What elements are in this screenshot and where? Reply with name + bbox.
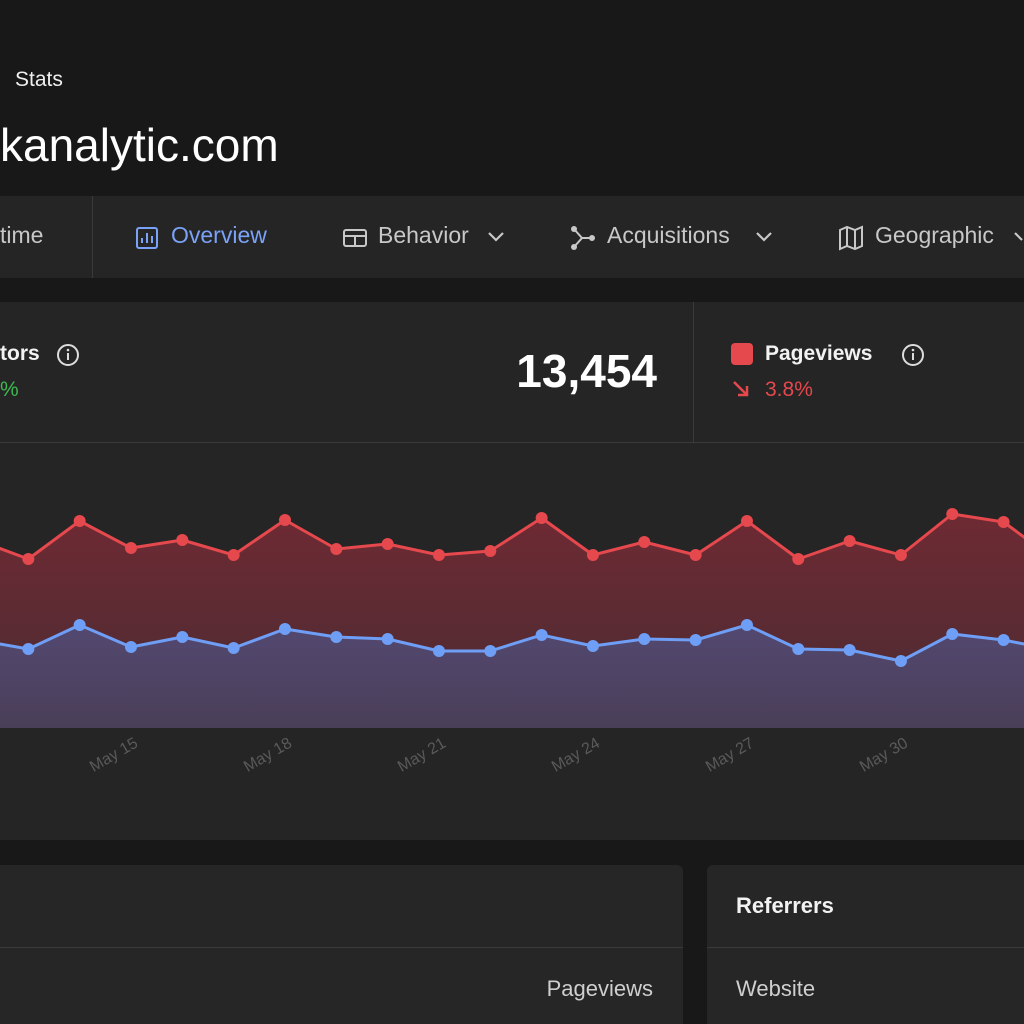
point (382, 633, 394, 645)
breadcrumb[interactable]: Stats (15, 68, 63, 92)
chevron (1012, 230, 1024, 244)
point (690, 549, 702, 561)
point (433, 645, 445, 657)
x-tick-label: May 27 (703, 735, 757, 776)
stats-divider (693, 302, 694, 442)
geographic-icon (838, 225, 864, 251)
point (330, 543, 342, 555)
x-tick-label: May 30 (857, 735, 911, 776)
column-header: Pageviews (400, 976, 653, 1002)
point (125, 641, 137, 653)
x-tick-label: May 15 (87, 735, 141, 776)
x-tick-label: May 18 (241, 735, 295, 776)
nav-tab[interactable]: time (0, 222, 43, 249)
point (792, 643, 804, 655)
point (946, 508, 958, 520)
stat-value: 13,454 (500, 344, 657, 398)
info-icon[interactable] (901, 343, 925, 367)
nav-tab[interactable]: Overview (171, 222, 267, 249)
point (536, 512, 548, 524)
point (638, 633, 650, 645)
point (587, 640, 599, 652)
point (844, 644, 856, 656)
behavior-icon (343, 226, 367, 250)
panel-title: Referrers (736, 893, 834, 919)
info-icon[interactable] (56, 343, 80, 367)
point (125, 542, 137, 554)
column-header: Website (736, 976, 815, 1002)
point (22, 553, 34, 565)
point (536, 629, 548, 641)
point (895, 549, 907, 561)
point (998, 516, 1010, 528)
point (844, 535, 856, 547)
point (74, 515, 86, 527)
site-title: kanalytic.com (0, 118, 279, 172)
point (176, 534, 188, 546)
point (22, 643, 34, 655)
point (484, 545, 496, 557)
point (998, 634, 1010, 646)
x-tick-label: May 21 (395, 735, 449, 776)
chart: May 15 May 18 May 21 May 24 May 27 May 30 (0, 443, 1024, 840)
point (433, 549, 445, 561)
point (330, 631, 342, 643)
point (946, 628, 958, 640)
point (279, 514, 291, 526)
point (176, 631, 188, 643)
point (792, 553, 804, 565)
point (895, 655, 907, 667)
point (638, 536, 650, 548)
nav-tab[interactable]: Geographic (875, 222, 994, 249)
point (690, 634, 702, 646)
nav-tab[interactable]: Acquisitions (607, 222, 730, 249)
x-tick-label: May 24 (549, 735, 603, 776)
acquisitions-icon (570, 225, 596, 251)
stat-label: Pageviews (765, 342, 872, 366)
legend-swatch (731, 343, 753, 365)
panel-divider (707, 947, 1024, 948)
point (382, 538, 394, 550)
point (741, 515, 753, 527)
overview-icon (135, 226, 159, 250)
stat-label: tors (0, 342, 40, 366)
nav-divider (92, 196, 93, 278)
point (74, 619, 86, 631)
chevron (486, 230, 506, 244)
point (228, 549, 240, 561)
point (741, 619, 753, 631)
nav-tab[interactable]: Behavior (378, 222, 469, 249)
point (279, 623, 291, 635)
panel-divider (0, 947, 683, 948)
point (484, 645, 496, 657)
point (228, 642, 240, 654)
stat-change: 3.8% (765, 378, 813, 402)
point (587, 549, 599, 561)
stat-change: % (0, 378, 19, 402)
down-arrow (731, 379, 751, 399)
chevron (754, 230, 774, 244)
